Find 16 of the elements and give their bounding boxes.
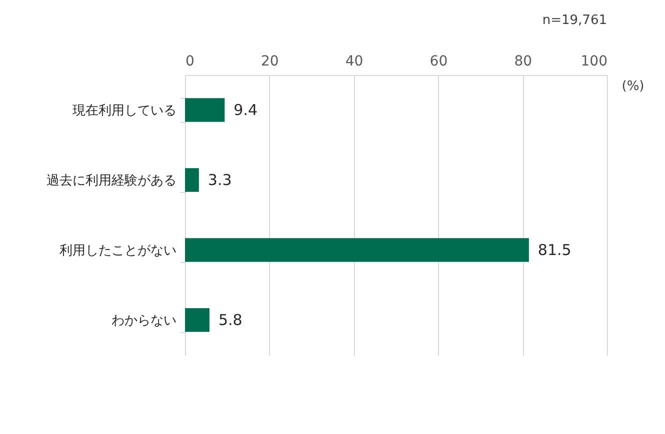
x-axis-title: (%) (622, 79, 644, 94)
data-label: 5.8 (218, 311, 242, 329)
text: n=19,761 (542, 13, 607, 28)
data-label: 3.3 (208, 171, 232, 189)
x-tick-label: 100 (580, 54, 608, 70)
x-tick-label: 80 (514, 54, 532, 70)
y-tick-label: わからない (112, 314, 176, 328)
y-tick-label: 利用したことがない (60, 244, 176, 258)
y-tick-label: 現在利用している (72, 104, 176, 118)
x-tick-label: 40 (345, 54, 364, 70)
y-tick-label: 過去に利用経験がある (46, 174, 176, 188)
x-tick-label: 20 (260, 54, 279, 70)
data-label: 81.5 (538, 241, 572, 259)
x-tick-label: 0 (186, 54, 194, 70)
data-label: 9.4 (234, 101, 258, 119)
x-tick-label: 60 (430, 54, 448, 70)
